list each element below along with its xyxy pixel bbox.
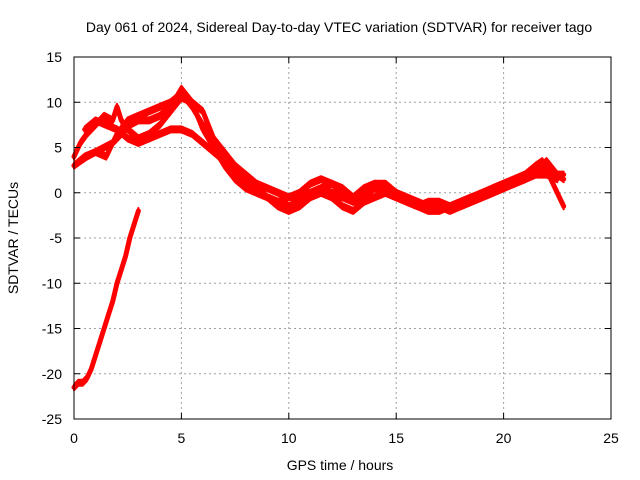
grid-lines	[74, 57, 611, 419]
x-axis-label: GPS time / hours	[287, 457, 394, 473]
x-tick-label: 5	[178, 430, 186, 446]
chart-title: Day 061 of 2024, Sidereal Day-to-day VTE…	[86, 19, 593, 35]
series-line-band	[73, 206, 140, 386]
y-tick-label: -25	[42, 411, 62, 427]
y-tick-label: -10	[42, 275, 62, 291]
series-track-d	[82, 116, 560, 211]
y-tick-label: 5	[54, 140, 62, 156]
x-tick-label: 10	[281, 430, 297, 446]
y-tick-label: 10	[46, 94, 62, 110]
x-tick-label: 25	[603, 430, 619, 446]
y-tick-label: 15	[46, 49, 62, 65]
series-line-band	[83, 116, 559, 205]
y-tick-label: -20	[42, 366, 62, 382]
x-tick-label: 0	[70, 430, 78, 446]
x-tick-label: 20	[496, 430, 512, 446]
series-line-band	[73, 212, 140, 392]
series-line-band	[73, 89, 565, 205]
y-axis-label: SDTVAR / TECUs	[5, 182, 21, 294]
x-tick-labels: 0 5 10 15 20 25	[70, 430, 619, 446]
series-early-rise	[71, 206, 141, 392]
series-line-band	[83, 122, 559, 211]
y-tick-label: 0	[54, 185, 62, 201]
series-line	[82, 117, 560, 209]
series-layer	[71, 84, 567, 392]
y-tick-label: -5	[50, 230, 63, 246]
y-tick-labels: 15 10 5 0 -5 -10 -15 -20 -25	[42, 49, 62, 427]
y-tick-label: -15	[42, 321, 62, 337]
x-tick-label: 15	[388, 430, 404, 446]
plot-frame	[73, 56, 612, 420]
